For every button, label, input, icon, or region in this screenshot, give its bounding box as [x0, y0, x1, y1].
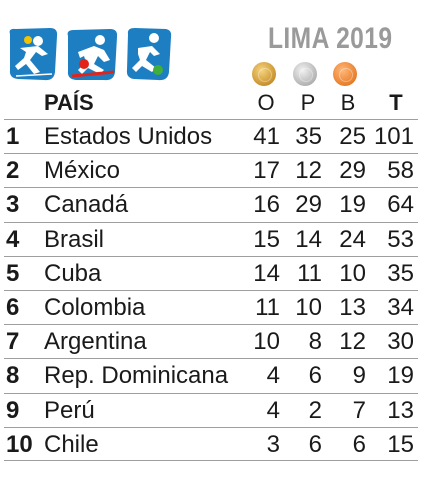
table-row: 9 Perú 4 2 7 13: [4, 392, 418, 427]
gold-count: 15: [253, 225, 280, 253]
rank: 10: [6, 430, 33, 458]
header-bronze: B: [340, 90, 356, 115]
country: Colombia: [44, 293, 146, 321]
table-row: 7 Argentina 10 8 12 30: [4, 324, 418, 358]
medal-icons: [0, 62, 437, 88]
silver-count: 8: [308, 328, 322, 356]
total-count: 64: [387, 191, 414, 219]
country: Argentina: [44, 328, 147, 356]
bronze-count: 19: [339, 191, 366, 219]
silver-count: 35: [295, 123, 322, 150]
bronze-count: 24: [339, 225, 366, 253]
table-row: 2 México 17 12 29 58: [4, 153, 418, 187]
gold-count: 17: [253, 157, 280, 185]
table-header: PAÍS O P B T: [0, 90, 437, 118]
country: Estados Unidos: [44, 123, 213, 150]
rank: 5: [6, 259, 20, 287]
bronze-count: 13: [339, 293, 366, 321]
football-icon: [126, 28, 172, 81]
total-count: 34: [387, 293, 414, 321]
silver-count: 14: [295, 225, 322, 253]
gold-count: 14: [253, 259, 280, 287]
gold-count: 4: [266, 362, 280, 390]
bronze-medal-icon: [333, 62, 357, 86]
total-count: 13: [387, 396, 414, 424]
silver-count: 6: [308, 362, 322, 390]
header-total: T: [389, 90, 403, 115]
silver-count: 6: [308, 430, 322, 458]
header-gold: O: [257, 90, 275, 115]
silver-count: 11: [297, 259, 322, 287]
country: Rep. Dominicana: [44, 362, 229, 390]
table-row: 6 Colombia 11 10 13 34: [4, 289, 418, 324]
table-row: 1 Estados Unidos 41 35 25 101: [4, 119, 418, 153]
table-row: 10 Chile 3 6 6 15: [4, 426, 418, 461]
sport-icons: [6, 26, 172, 84]
event-title: LIMA 2019: [268, 22, 393, 55]
rank: 3: [6, 191, 20, 219]
bronze-count: 25: [339, 123, 366, 150]
table-row: 8 Rep. Dominicana 4 6 9 19: [4, 358, 418, 392]
bronze-count: 9: [352, 362, 366, 390]
gold-count: 10: [253, 328, 280, 356]
gold-medal-icon: [252, 62, 276, 86]
header-silver: P: [300, 90, 316, 115]
table-row: 3 Canadá 16 29 19 64: [4, 187, 418, 221]
country: Perú: [44, 396, 95, 424]
total-count: 58: [387, 157, 414, 185]
total-count: 101: [373, 123, 414, 150]
gold-count: 11: [255, 293, 280, 321]
table-row: 5 Cuba 14 11 10 35: [4, 255, 418, 290]
total-count: 30: [387, 328, 414, 356]
total-count: 15: [387, 430, 414, 458]
medal-table: 1 Estados Unidos 41 35 25 101 2 México 1…: [4, 119, 418, 461]
silver-medal-icon: [293, 62, 317, 86]
silver-count: 2: [308, 396, 322, 424]
gold-count: 3: [266, 430, 280, 458]
total-count: 19: [387, 362, 414, 390]
rank: 7: [6, 328, 20, 356]
rank: 1: [6, 123, 20, 150]
silver-count: 29: [295, 191, 322, 219]
bronze-count: 12: [339, 328, 366, 356]
country: Cuba: [44, 259, 102, 287]
table-row: 4 Brasil 15 14 24 53: [4, 221, 418, 256]
country: Chile: [44, 430, 99, 458]
karate-icon: [9, 28, 58, 81]
bowling-icon: [67, 29, 118, 81]
silver-count: 12: [295, 157, 322, 185]
bronze-count: 29: [339, 157, 366, 185]
total-count: 53: [387, 225, 414, 253]
country: Brasil: [44, 225, 105, 253]
rank: 9: [6, 396, 20, 424]
rank: 8: [6, 362, 20, 390]
bronze-count: 7: [352, 396, 366, 424]
gold-count: 4: [266, 396, 280, 424]
gold-count: 41: [253, 123, 280, 150]
header-country: PAÍS: [44, 90, 94, 115]
bronze-count: 6: [352, 430, 366, 458]
country: Canadá: [44, 191, 129, 219]
country: México: [44, 157, 121, 185]
bronze-count: 10: [339, 259, 366, 287]
total-count: 35: [387, 259, 414, 287]
gold-count: 16: [253, 191, 280, 219]
rank: 6: [6, 293, 20, 321]
rank: 4: [6, 225, 20, 253]
rank: 2: [6, 157, 20, 185]
silver-count: 10: [295, 293, 322, 321]
